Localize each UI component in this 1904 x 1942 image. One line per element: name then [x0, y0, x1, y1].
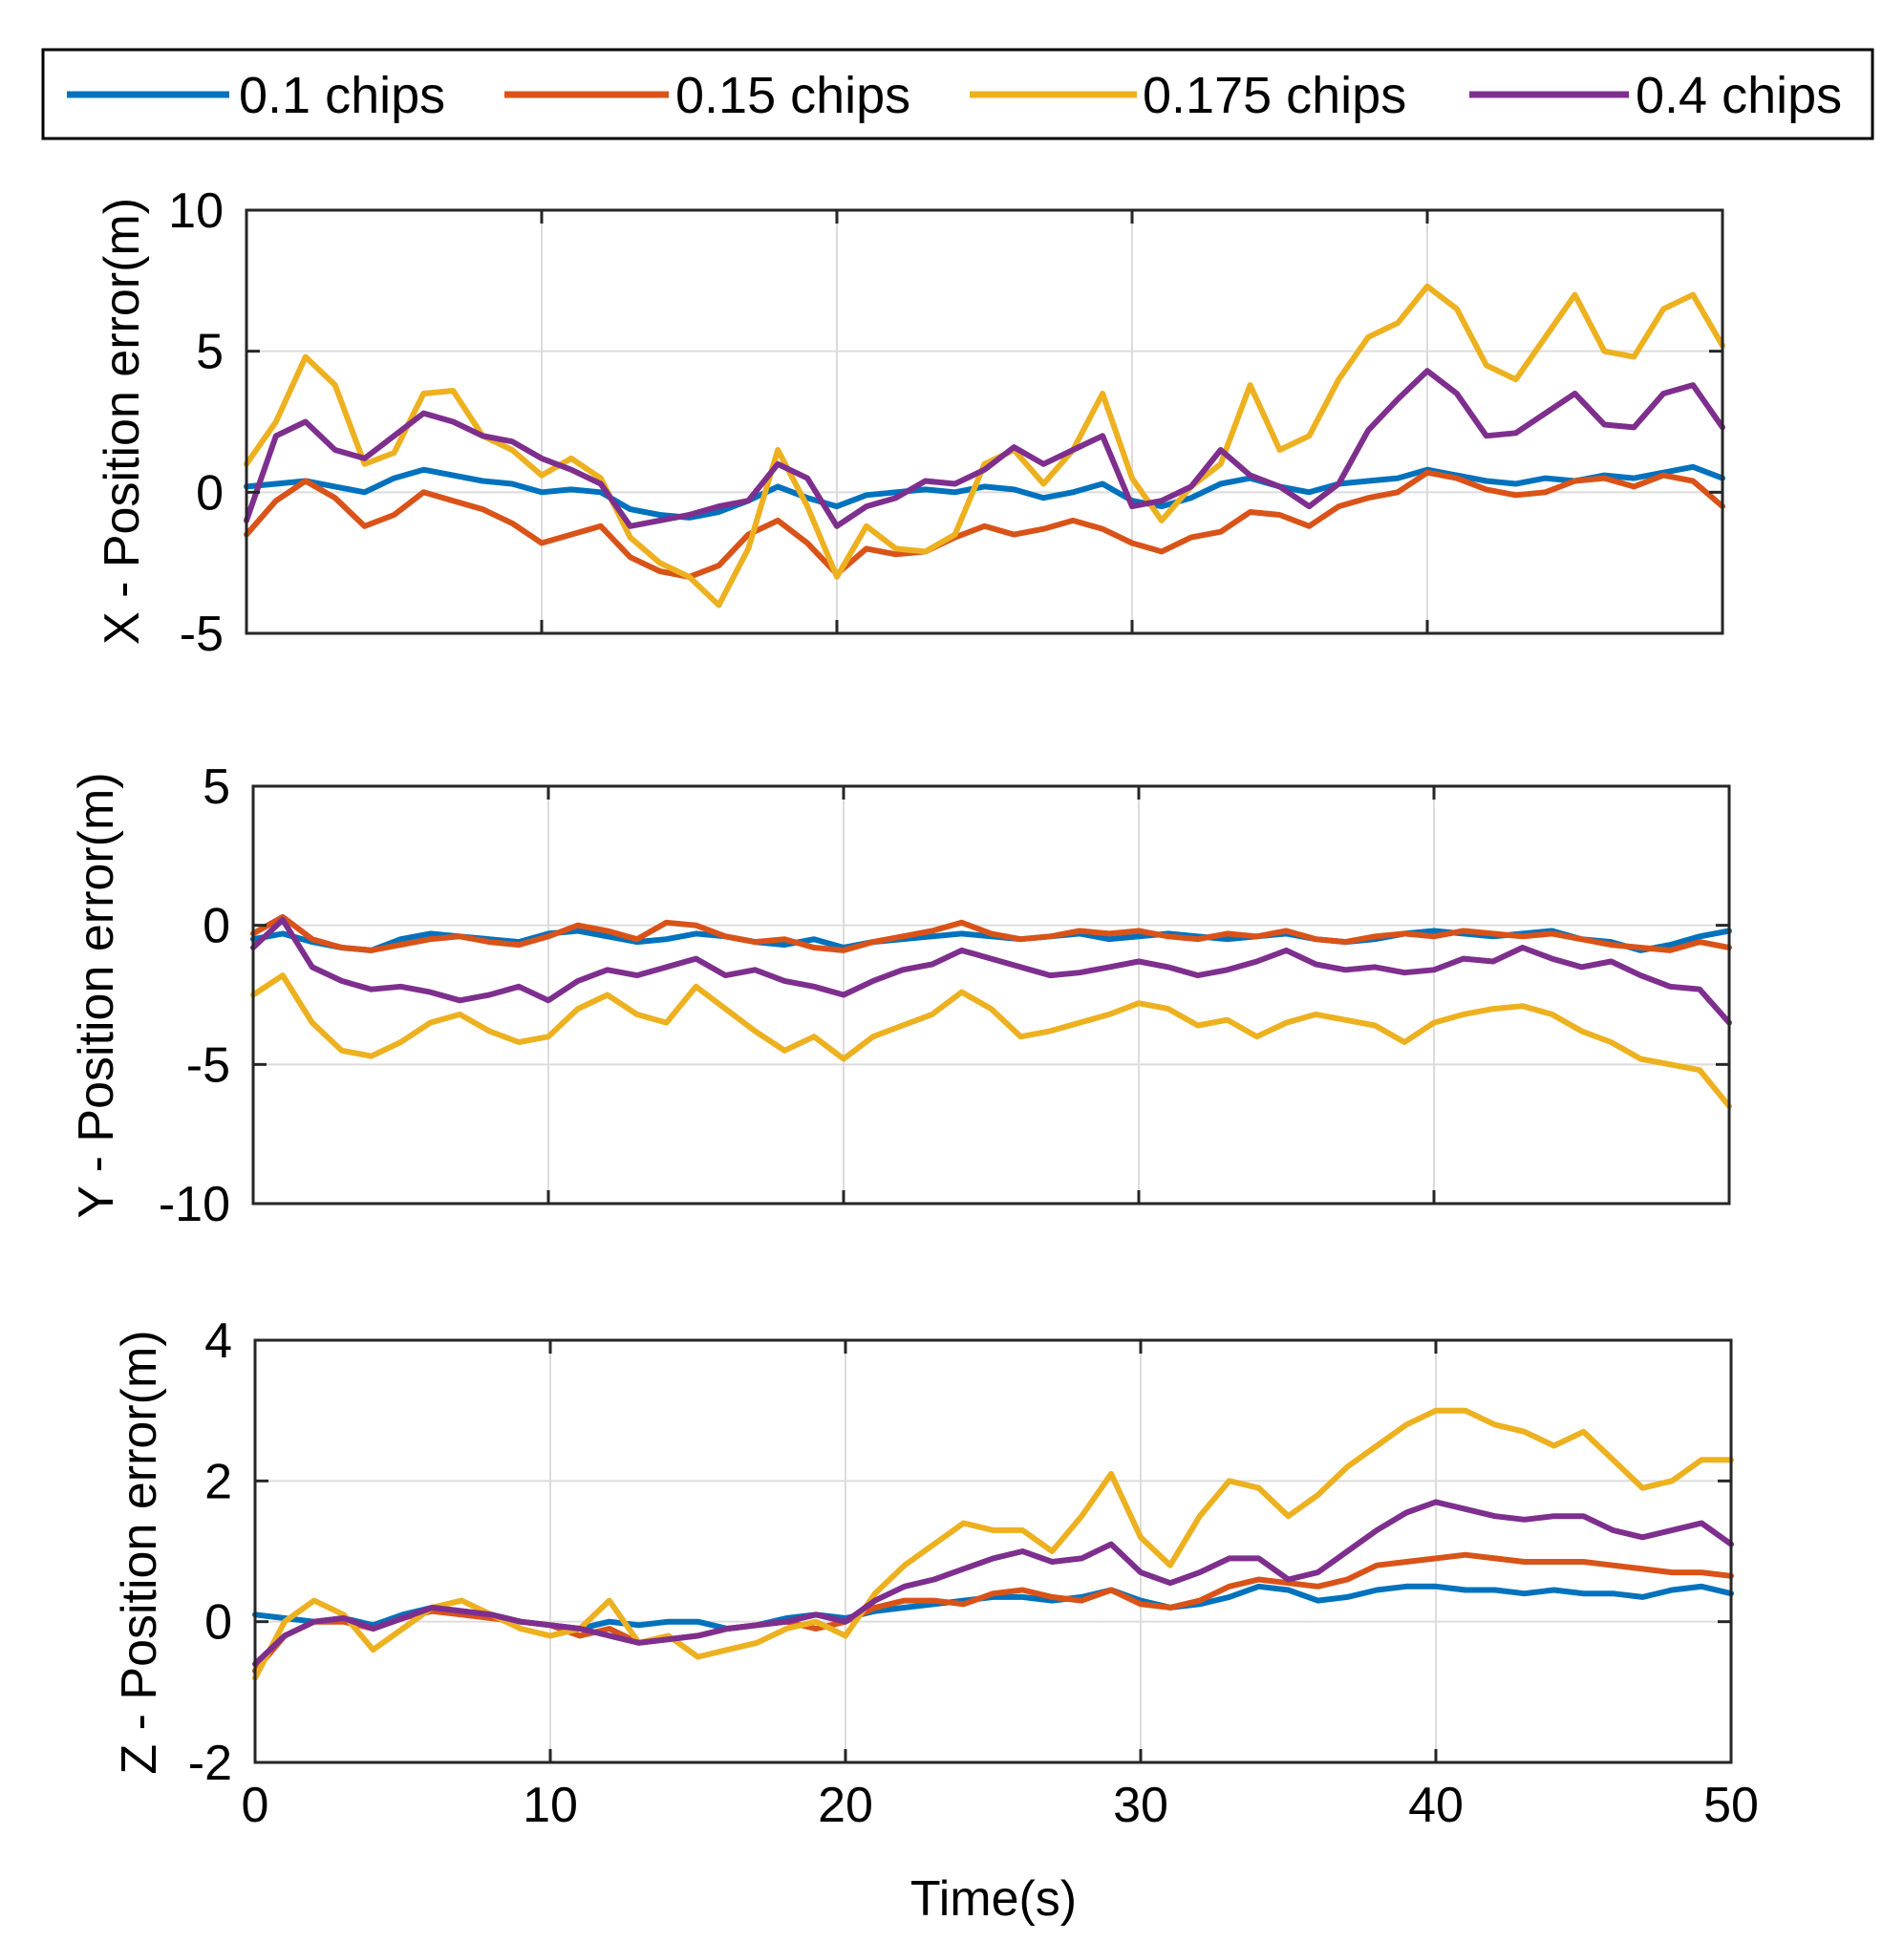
x-axis-label: Time(s) [910, 1871, 1077, 1927]
legend-label-3: 0.4 chips [1636, 67, 1842, 124]
legend: 0.1 chips 0.15 chips 0.175 chips 0.4 chi… [41, 48, 1874, 140]
legend-label-0: 0.1 chips [239, 67, 445, 124]
y-tick-label: 2 [204, 1454, 232, 1509]
y-tick-label: 0 [196, 465, 224, 521]
series-line-0-15-chips [244, 469, 1725, 580]
x-tick-label: 20 [818, 1778, 873, 1833]
legend-label-2: 0.175 chips [1143, 67, 1406, 124]
x-tick-label: 30 [1113, 1778, 1168, 1833]
y-tick-label: -5 [180, 607, 224, 662]
x-tick-label: 0 [242, 1778, 269, 1833]
x-tick-label: 40 [1408, 1778, 1464, 1833]
plot-area-x [245, 208, 1724, 635]
x-tick-label: 50 [1703, 1778, 1759, 1833]
y-axis-label-z: Z - Position error(m) [112, 1330, 167, 1774]
y-axis-label-y: Y - Position error(m) [69, 772, 124, 1218]
series-line-0-15-chips [250, 913, 1732, 953]
y-tick-label: 0 [203, 899, 230, 954]
y-tick-label: -2 [188, 1736, 232, 1791]
legend-label-1: 0.15 chips [675, 67, 910, 124]
y-tick-label: -10 [159, 1177, 230, 1232]
series-line-0-1-chips [244, 463, 1725, 521]
series-line-0-4-chips [244, 368, 1725, 529]
y-tick-label: 5 [196, 325, 224, 380]
x-tick-label: 10 [523, 1778, 578, 1833]
panel-y: 5 0 -5 -10 Y - Position error(m) [69, 759, 1732, 1232]
plot-area-y [251, 784, 1731, 1206]
y-axis-label-x: X - Position error(m) [95, 198, 150, 645]
plot-area-z [253, 1338, 1733, 1764]
series-line-0-175-chips [250, 972, 1732, 1109]
y-tick-label: 10 [168, 183, 224, 239]
y-tick-label: -5 [186, 1037, 230, 1093]
y-tick-label: 0 [204, 1595, 232, 1651]
y-tick-label: 4 [204, 1313, 232, 1369]
y-tick-label: 5 [203, 759, 230, 815]
panel-x: 10 5 0 -5 X - Position error(m) [95, 183, 1725, 662]
series-line-0-4-chips [252, 1499, 1734, 1667]
series-line-0-4-chips [250, 916, 1732, 1026]
